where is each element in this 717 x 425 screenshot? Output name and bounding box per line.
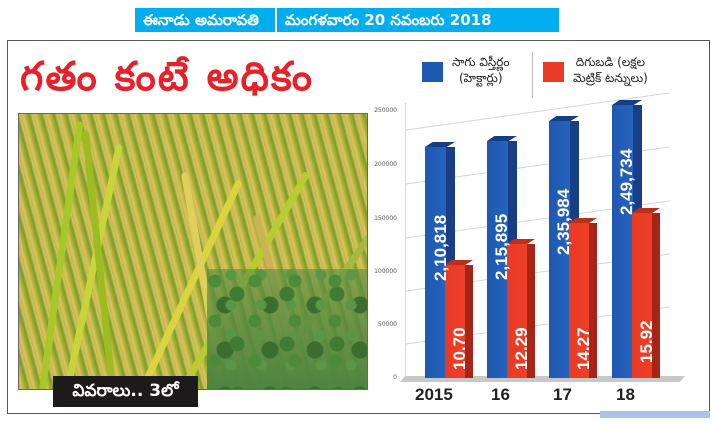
x-label-16: 16 [491, 385, 510, 404]
bar-cap [632, 208, 660, 213]
bar-cap [445, 260, 473, 265]
paddy-field-photo [18, 113, 368, 390]
legend-item-yield: దిగుబడి (లక్షల మెట్రిక్ టన్నులు) [543, 54, 648, 86]
weeds-decoration [207, 269, 367, 389]
bar-label-area-18: 2,49,734 [617, 148, 636, 215]
x-label-2015: 2015 [415, 385, 453, 404]
legend-divider [532, 52, 533, 98]
headline: గతం కంటే అధికం [20, 54, 315, 100]
legend-label-line1: దిగుబడి (లక్షల [575, 55, 646, 69]
bar-cap [507, 239, 535, 244]
chart-wall [405, 103, 406, 378]
bar-yield-17 [569, 218, 597, 378]
x-label-17: 17 [553, 385, 572, 404]
y-tick: 0 [393, 374, 397, 381]
bar-cap [569, 218, 597, 223]
y-tick: 200000 [374, 161, 397, 168]
bar-label-yield-2015: 10.70 [450, 327, 469, 370]
legend-label-yield: దిగుబడి (లక్షల మెట్రిక్ టన్నులు) [573, 54, 648, 86]
x-label-18: 18 [616, 385, 635, 404]
publication-date: మంగళవారం 20 నవంబరు 2018 [277, 8, 559, 32]
legend-label-line2: మెట్రిక్ టన్నులు) [573, 71, 648, 85]
bottom-accent-strip [600, 411, 710, 418]
legend-label-line2: (హెక్టార్లు) [458, 71, 503, 85]
y-tick: 150000 [374, 215, 397, 222]
legend-label-area: సాగు విస్తీర్ణం (హెక్టార్లు) [452, 54, 510, 86]
bar-yield-18 [632, 208, 660, 378]
y-tick: 50000 [377, 321, 397, 328]
legend-item-area: సాగు విస్తీర్ణం (హెక్టార్లు) [422, 54, 510, 86]
bar-label-yield-17: 14.27 [574, 327, 593, 370]
bar-cap [425, 142, 455, 147]
legend-swatch-blue [422, 62, 443, 82]
y-tick: 250000 [374, 107, 397, 114]
y-tick: 100000 [374, 268, 397, 275]
legend-swatch-red [543, 62, 564, 82]
bar-yield-2015 [445, 260, 473, 378]
caption-box[interactable]: వివరాలు.. 3లో [53, 376, 198, 407]
bar-cap [612, 100, 642, 105]
bar-cap [549, 116, 579, 121]
bar-label-area-2015: 2,10,818 [431, 214, 450, 281]
bar-label-yield-16: 12.29 [512, 327, 531, 370]
bar-label-area-17: 2,35,984 [554, 188, 573, 255]
header-strip: ఈనాడు అమరావతి మంగళవారం 20 నవంబరు 2018 [135, 8, 559, 32]
legend-label-line1: సాగు విస్తీర్ణం [452, 55, 510, 69]
bar-cap [487, 136, 517, 141]
bar-label-yield-18: 15.92 [637, 320, 656, 363]
bar-label-area-16: 2,15,895 [492, 213, 511, 280]
bar-yield-16 [507, 239, 535, 378]
publication-name: ఈనాడు అమరావతి [135, 8, 277, 32]
